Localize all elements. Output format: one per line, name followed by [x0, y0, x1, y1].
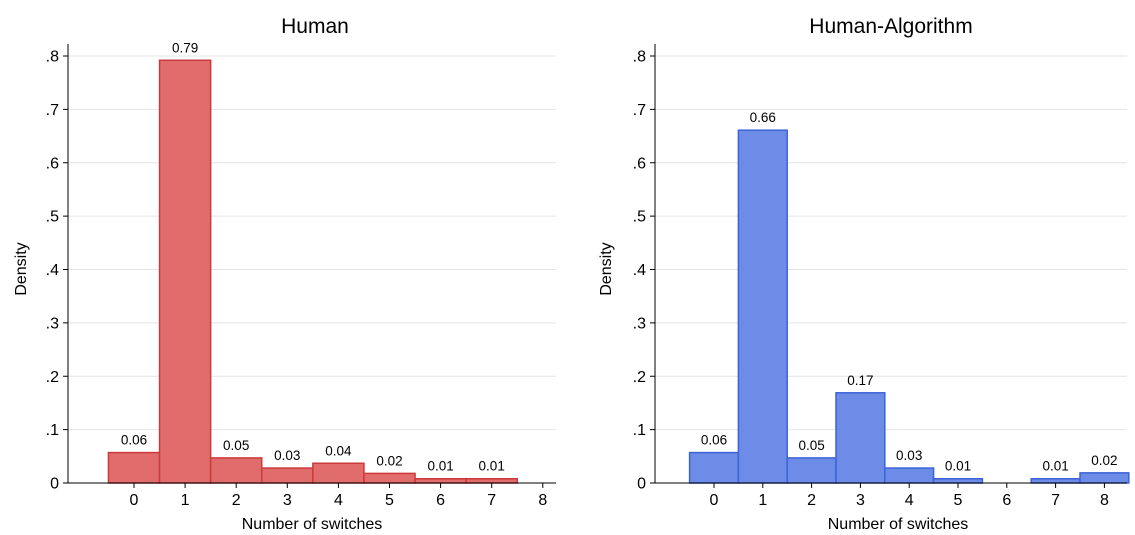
bar	[414, 477, 467, 484]
y-tick-label: .1	[46, 422, 59, 439]
y-tick-label: .5	[46, 209, 59, 226]
x-tick-label: 8	[538, 492, 547, 509]
chart-title: Human	[281, 15, 349, 38]
bar-value-label: 0.01	[427, 459, 453, 474]
x-tick-label: 2	[232, 492, 241, 509]
bar-value-label: 0.06	[121, 433, 147, 448]
bar	[209, 457, 263, 484]
bar-value-label: 0.01	[1042, 459, 1068, 474]
bar	[737, 129, 788, 484]
x-tick-label: 7	[487, 492, 496, 509]
bar	[932, 477, 984, 484]
x-tick-label: 6	[1002, 492, 1011, 509]
bar	[312, 462, 365, 484]
x-tick-label: 2	[807, 492, 816, 509]
x-tick-label: 4	[905, 492, 914, 509]
x-tick-label: 3	[856, 492, 865, 509]
y-tick-label: .2	[46, 369, 59, 386]
y-tick-label: .7	[633, 102, 646, 119]
bar	[786, 457, 837, 484]
chart-title: Human-Algorithm	[809, 15, 972, 38]
bar-value-label: 0.79	[172, 40, 198, 55]
bar-value-label: 0.06	[701, 433, 727, 448]
y-tick-label: .6	[633, 155, 646, 172]
bar-value-label: 0.03	[896, 448, 922, 463]
y-tick-label: .2	[633, 369, 646, 386]
bar-value-label: 0.01	[479, 459, 505, 474]
bar	[158, 59, 212, 484]
bar	[107, 451, 161, 484]
bar-value-label: 0.03	[274, 448, 300, 463]
y-tick-label: .3	[633, 315, 646, 332]
y-tick-label: 0	[637, 476, 646, 493]
bar	[835, 392, 886, 484]
bar	[261, 467, 314, 484]
y-tick-label: .8	[633, 49, 646, 66]
x-tick-label: 4	[334, 492, 343, 509]
y-tick-label: .3	[46, 315, 59, 332]
bar-value-label: 0.17	[847, 373, 873, 388]
y-tick-label: .4	[46, 262, 59, 279]
y-tick-label: .7	[46, 102, 59, 119]
bar-value-label: 0.04	[325, 443, 352, 458]
x-tick-label: 8	[1100, 492, 1109, 509]
x-tick-label: 3	[283, 492, 292, 509]
x-tick-label: 1	[758, 492, 767, 509]
x-tick-label: 7	[1051, 492, 1060, 509]
y-tick-label: .6	[46, 155, 59, 172]
x-tick-label: 5	[385, 492, 394, 509]
y-tick-label: .5	[633, 209, 646, 226]
x-tick-label: 1	[181, 492, 190, 509]
y-axis-title: Density	[598, 242, 615, 295]
bar	[884, 467, 935, 484]
bar-value-label: 0.01	[945, 459, 971, 474]
bar	[1030, 477, 1081, 484]
y-tick-label: .4	[633, 262, 646, 279]
y-tick-label: .8	[46, 49, 59, 66]
chart-panel-human-algorithm: Human-Algorithm Number of switches Densi…	[567, 0, 1135, 535]
bar	[363, 472, 416, 484]
bar	[465, 477, 518, 484]
bar-value-label: 0.02	[376, 453, 402, 468]
x-tick-label: 6	[436, 492, 445, 509]
bar	[688, 451, 740, 484]
chart-human-algorithm: Human-Algorithm Number of switches Densi…	[598, 15, 1130, 533]
x-tick-label: 5	[954, 492, 963, 509]
y-tick-label: .1	[633, 422, 646, 439]
chart-human: Human Number of switches Density 0.060.7…	[13, 15, 556, 533]
x-tick-label: 0	[710, 492, 719, 509]
x-tick-label: 0	[130, 492, 139, 509]
bar-value-label: 0.02	[1091, 453, 1117, 468]
y-tick-label: 0	[50, 476, 59, 493]
bar	[1079, 472, 1130, 484]
bar-value-label: 0.05	[223, 438, 249, 453]
x-axis-title: Number of switches	[828, 516, 969, 533]
y-axis-title: Density	[13, 242, 30, 295]
chart-panel-human: Human Number of switches Density 0.06 0.7…	[0, 0, 567, 535]
x-axis-title: Number of switches	[242, 516, 383, 533]
bar-value-label: 0.66	[750, 110, 776, 125]
bar-value-label: 0.05	[798, 438, 824, 453]
